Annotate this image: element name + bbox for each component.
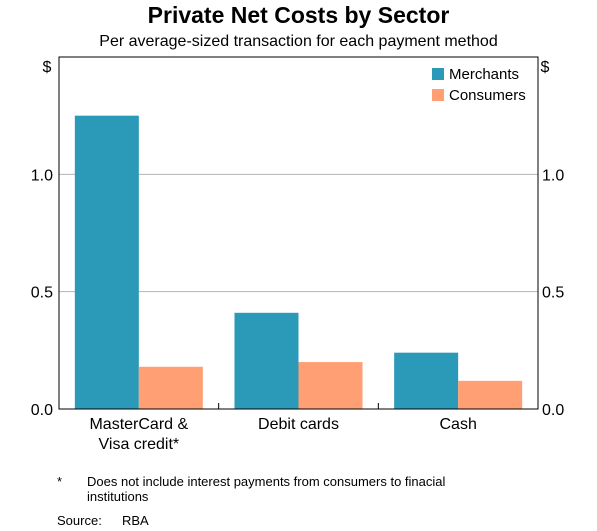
y-unit-right: $ (541, 59, 550, 76)
chart-subtitle: Per average-sized transaction for each p… (99, 33, 498, 50)
chart-title: Private Net Costs by Sector (147, 2, 450, 28)
bar-merchants-2 (394, 352, 459, 409)
category-label: Cash (439, 416, 476, 433)
y-tick-label-right: 0.0 (542, 402, 564, 419)
axis-ticks: 0.0 0.0 0.5 0.5 1.0 1.0 (31, 167, 565, 419)
y-tick-label-left: 0.0 (31, 402, 53, 419)
y-tick-label-left: 1.0 (31, 167, 53, 184)
footnote-line-1: Does not include interest payments from … (87, 474, 446, 489)
bar-merchants-0 (74, 115, 139, 410)
source-label: Source: (57, 513, 102, 528)
y-tick-label-right: 0.5 (542, 285, 564, 302)
legend-label-merchants: Merchants (449, 66, 519, 83)
legend-label-consumers: Consumers (449, 87, 526, 104)
legend: Merchants Consumers (432, 66, 526, 104)
bar-consumers-2 (458, 380, 523, 409)
footnote-line-2: institutions (87, 489, 149, 504)
y-tick-label-left: 0.5 (31, 285, 53, 302)
category-labels: MasterCard & Visa credit* Debit cards Cash (89, 416, 476, 453)
category-label: MasterCard & (89, 416, 188, 433)
category-label: Visa credit* (99, 436, 180, 453)
bar-consumers-0 (138, 366, 203, 409)
bar-consumers-1 (298, 362, 363, 409)
footnote-marker: * (57, 474, 63, 489)
bar-merchants-1 (234, 312, 299, 409)
category-label: Debit cards (258, 416, 339, 433)
legend-swatch-consumers (432, 89, 444, 101)
plot-frame (58, 56, 539, 410)
source-value: RBA (122, 513, 149, 528)
legend-swatch-merchants (432, 68, 444, 80)
y-tick-label-right: 1.0 (542, 167, 564, 184)
bars (74, 115, 523, 410)
y-unit-left: $ (43, 59, 52, 76)
